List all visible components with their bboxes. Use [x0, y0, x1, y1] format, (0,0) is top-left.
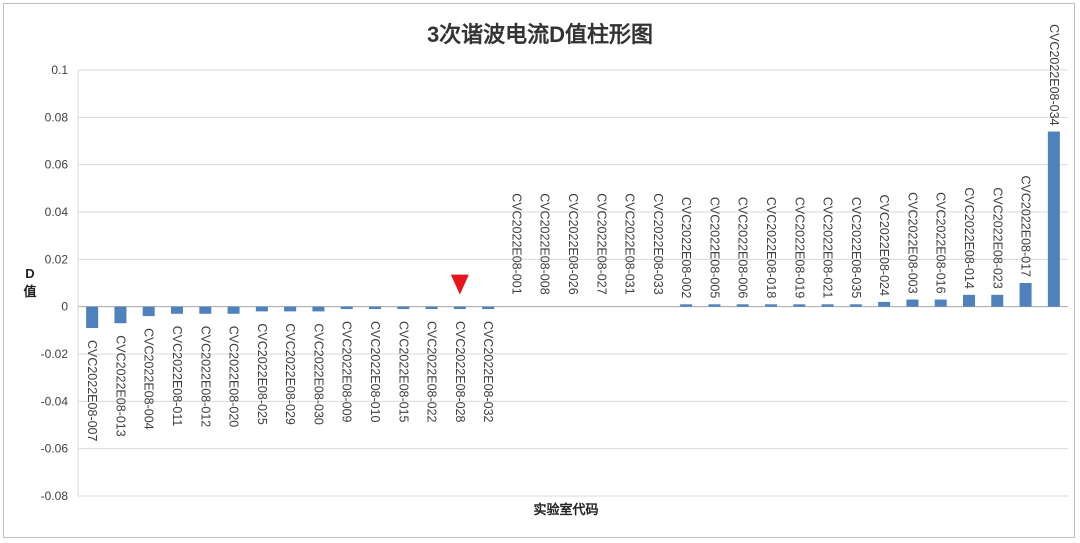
- bar: [878, 301, 891, 307]
- y-tick-label: 0.08: [45, 110, 69, 124]
- bar: [340, 306, 353, 310]
- x-tick-label: CVC2022E08-011: [170, 326, 184, 427]
- y-tick-label: 0.02: [45, 252, 69, 266]
- bar: [199, 306, 212, 314]
- bar: [849, 304, 862, 307]
- x-tick-label: CVC2022E08-030: [311, 323, 325, 425]
- x-tick-label: CVC2022E08-010: [368, 321, 382, 423]
- bar: [227, 306, 240, 314]
- x-tick-label: CVC2022E08-028: [453, 321, 467, 423]
- x-axis-label: 实验室代码: [533, 502, 598, 517]
- x-tick-label: CVC2022E08-021: [821, 197, 835, 299]
- x-tick-label: CVC2022E08-017: [1019, 176, 1033, 278]
- x-tick-label: CVC2022E08-032: [481, 321, 495, 423]
- x-tick-label: CVC2022E08-019: [792, 197, 806, 299]
- x-tick-label: CVC2022E08-008: [538, 193, 552, 295]
- bar: [708, 304, 721, 307]
- x-tick-label: CVC2022E08-020: [227, 326, 241, 428]
- marker-triangle-icon: [450, 274, 469, 295]
- bar: [284, 306, 297, 312]
- x-tick-label: CVC2022E08-002: [679, 197, 693, 299]
- x-tick-label: CVC2022E08-029: [283, 323, 297, 425]
- x-tick-label: CVC2022E08-026: [566, 193, 580, 295]
- bar: [1047, 131, 1060, 307]
- x-tick-label: CVC2022E08-001: [509, 193, 523, 295]
- x-tick-label: CVC2022E08-004: [142, 328, 156, 430]
- x-tick-label: CVC2022E08-035: [849, 197, 863, 299]
- x-tick-label: CVC2022E08-016: [934, 192, 948, 294]
- x-tick-label: CVC2022E08-031: [623, 193, 637, 295]
- x-tick-label: CVC2022E08-003: [905, 192, 919, 294]
- x-tick-label: CVC2022E08-015: [396, 321, 410, 423]
- x-tick-label: CVC2022E08-022: [425, 321, 439, 423]
- y-tick-label: -0.04: [41, 394, 69, 408]
- bar: [906, 299, 919, 307]
- bar: [86, 306, 99, 328]
- x-tick-label: CVC2022E08-006: [736, 197, 750, 299]
- x-tick-label: CVC2022E08-013: [113, 335, 127, 437]
- y-tick-label: 0.04: [45, 205, 69, 219]
- bar: [736, 304, 749, 307]
- bar: [991, 294, 1004, 307]
- y-tick-label: -0.02: [41, 347, 69, 361]
- x-tick-label: CVC2022E08-007: [85, 340, 99, 442]
- x-tick-label: CVC2022E08-023: [990, 187, 1004, 289]
- x-tick-label: CVC2022E08-024: [877, 194, 891, 296]
- bar: [114, 306, 127, 324]
- y-tick-label: 0.1: [51, 63, 68, 77]
- x-tick-label: CVC2022E08-014: [962, 187, 976, 289]
- x-tick-label: CVC2022E08-009: [340, 321, 354, 423]
- x-tick-label: CVC2022E08-033: [651, 193, 665, 295]
- x-tick-label: CVC2022E08-012: [198, 326, 212, 428]
- x-tick-label: CVC2022E08-018: [764, 197, 778, 299]
- x-tick-label: CVC2022E08-034: [1047, 24, 1061, 126]
- bar: [142, 306, 155, 317]
- chart-frame: [3, 3, 1075, 538]
- y-tick-label: 0: [61, 300, 68, 314]
- bar: [963, 294, 975, 307]
- y-tick-label: -0.08: [41, 489, 69, 503]
- y-tick-label: 0.06: [45, 158, 69, 172]
- bar: [680, 304, 693, 307]
- bar: [171, 306, 183, 314]
- bar: [793, 304, 806, 307]
- bar: [1019, 283, 1032, 307]
- bar: [482, 306, 495, 310]
- bar: [453, 306, 466, 310]
- x-tick-label: CVC2022E08-005: [707, 197, 721, 299]
- bar: [765, 304, 777, 307]
- x-tick-label: CVC2022E08-027: [594, 193, 608, 295]
- bar: [397, 306, 410, 310]
- x-tick-label: CVC2022E08-025: [255, 323, 269, 425]
- y-tick-label: -0.06: [41, 442, 69, 456]
- bar: [425, 306, 438, 310]
- bar: [255, 306, 268, 312]
- bar: [934, 299, 947, 307]
- bar: [821, 304, 834, 307]
- bar: [312, 306, 325, 312]
- chart-title: 3次谐波电流D值柱形图: [427, 22, 653, 47]
- bar: [369, 306, 381, 310]
